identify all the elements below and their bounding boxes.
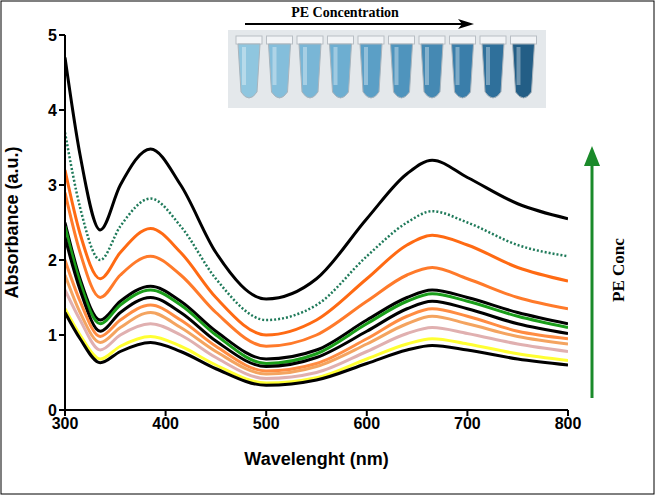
svg-text:2: 2 xyxy=(48,252,57,269)
svg-text:0: 0 xyxy=(48,402,57,419)
svg-text:700: 700 xyxy=(454,415,481,432)
svg-text:Wavelenght (nm): Wavelenght (nm) xyxy=(244,449,388,469)
svg-text:800: 800 xyxy=(555,415,582,432)
svg-text:1: 1 xyxy=(48,327,57,344)
svg-text:4: 4 xyxy=(48,102,57,119)
svg-text:3: 3 xyxy=(48,177,57,194)
svg-text:300: 300 xyxy=(51,415,79,433)
svg-text:5: 5 xyxy=(48,27,57,44)
svg-text:Absorbance (a.u.): Absorbance (a.u.) xyxy=(2,146,22,298)
svg-text:PE Conc: PE Conc xyxy=(609,238,628,302)
svg-text:500: 500 xyxy=(253,415,280,432)
svg-text:PE Concentration: PE Concentration xyxy=(291,5,399,20)
svg-text:600: 600 xyxy=(353,415,380,432)
svg-text:400: 400 xyxy=(152,415,179,432)
